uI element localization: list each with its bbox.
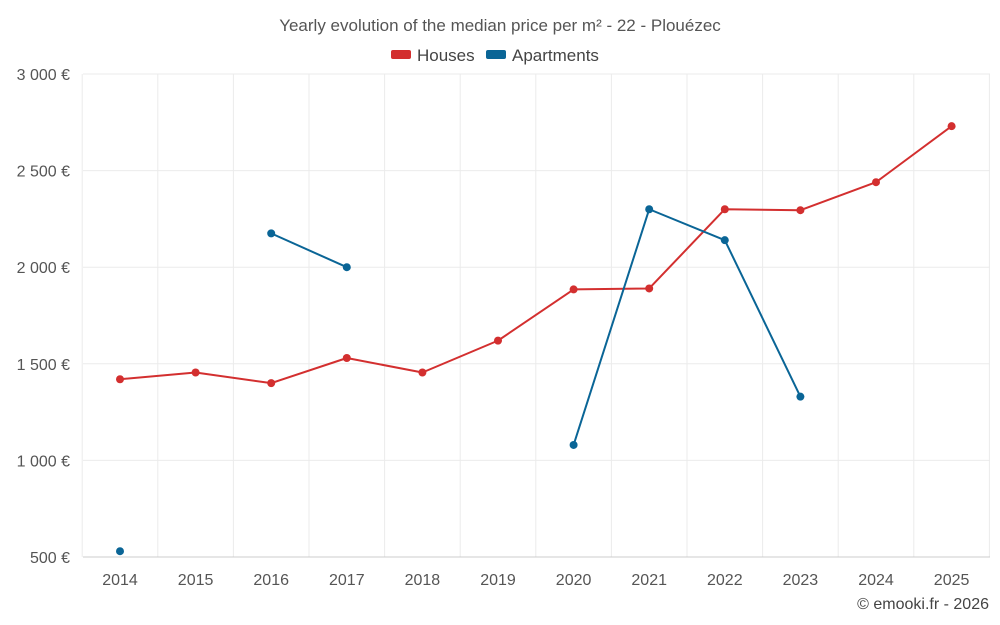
data-point-apartments-2016[interactable] xyxy=(267,229,276,238)
y-tick-label: 3 000 € xyxy=(17,67,70,84)
data-point-apartments-2021[interactable] xyxy=(645,205,654,214)
chart-title: Yearly evolution of the median price per… xyxy=(279,16,721,35)
y-tick-label: 2 500 € xyxy=(17,164,70,181)
data-point-houses-2020[interactable] xyxy=(569,285,578,294)
series-lines xyxy=(119,125,953,446)
data-point-houses-2017[interactable] xyxy=(342,354,351,363)
data-point-houses-2025[interactable] xyxy=(947,122,956,131)
legend-swatch-apartments xyxy=(486,50,506,59)
x-tick-label: 2018 xyxy=(405,572,441,589)
legend-item-apartments[interactable]: Apartments xyxy=(486,46,599,65)
legend: Houses Apartments xyxy=(391,46,599,65)
data-point-apartments-2023[interactable] xyxy=(796,392,805,401)
x-tick-label: 2019 xyxy=(480,572,516,589)
y-tick-label: 1 000 € xyxy=(17,453,70,470)
legend-swatch-houses xyxy=(391,50,411,59)
data-point-apartments-2022[interactable] xyxy=(720,236,729,245)
data-point-houses-2015[interactable] xyxy=(191,368,200,377)
data-point-houses-2016[interactable] xyxy=(267,379,276,388)
data-point-apartments-2014[interactable] xyxy=(116,547,124,556)
credit: © emooki.fr - 2026 xyxy=(857,596,989,613)
legend-label-houses: Houses xyxy=(417,46,475,65)
data-point-houses-2021[interactable] xyxy=(645,284,654,293)
legend-label-apartments: Apartments xyxy=(512,46,599,65)
x-tick-label: 2025 xyxy=(934,572,970,589)
series-line-apartments xyxy=(572,208,802,446)
y-axis-ticks: 500 € 1 000 € 1 500 € 2 000 € 2 500 € 3 000 € xyxy=(17,67,70,567)
x-tick-label: 2015 xyxy=(178,572,214,589)
series-line-apartments xyxy=(270,232,348,269)
x-tick-label: 2022 xyxy=(707,572,743,589)
data-point-houses-2014[interactable] xyxy=(116,375,124,384)
x-tick-label: 2020 xyxy=(556,572,592,589)
legend-item-houses[interactable]: Houses xyxy=(391,46,475,65)
series-line-houses xyxy=(119,125,953,385)
x-tick-label: 2014 xyxy=(102,572,138,589)
data-point-apartments-2017[interactable] xyxy=(342,263,351,272)
data-point-houses-2018[interactable] xyxy=(418,368,427,377)
y-tick-label: 500 € xyxy=(30,550,70,567)
x-tick-label: 2024 xyxy=(858,572,894,589)
data-point-houses-2019[interactable] xyxy=(494,336,502,345)
series-points xyxy=(116,122,956,556)
data-point-houses-2024[interactable] xyxy=(872,178,880,187)
y-tick-label: 1 500 € xyxy=(17,357,70,374)
x-tick-label: 2023 xyxy=(783,572,819,589)
x-tick-label: 2017 xyxy=(329,572,365,589)
x-tick-label: 2016 xyxy=(253,572,289,589)
data-point-apartments-2020[interactable] xyxy=(569,440,578,449)
y-tick-label: 2 000 € xyxy=(17,260,70,277)
x-tick-label: 2021 xyxy=(631,572,667,589)
y-gridlines xyxy=(83,73,990,461)
x-axis-ticks: 2014 2015 2016 2017 2018 2019 2020 2021 2022 2023… xyxy=(102,572,969,589)
data-point-houses-2023[interactable] xyxy=(796,206,805,215)
data-point-houses-2022[interactable] xyxy=(720,205,729,214)
